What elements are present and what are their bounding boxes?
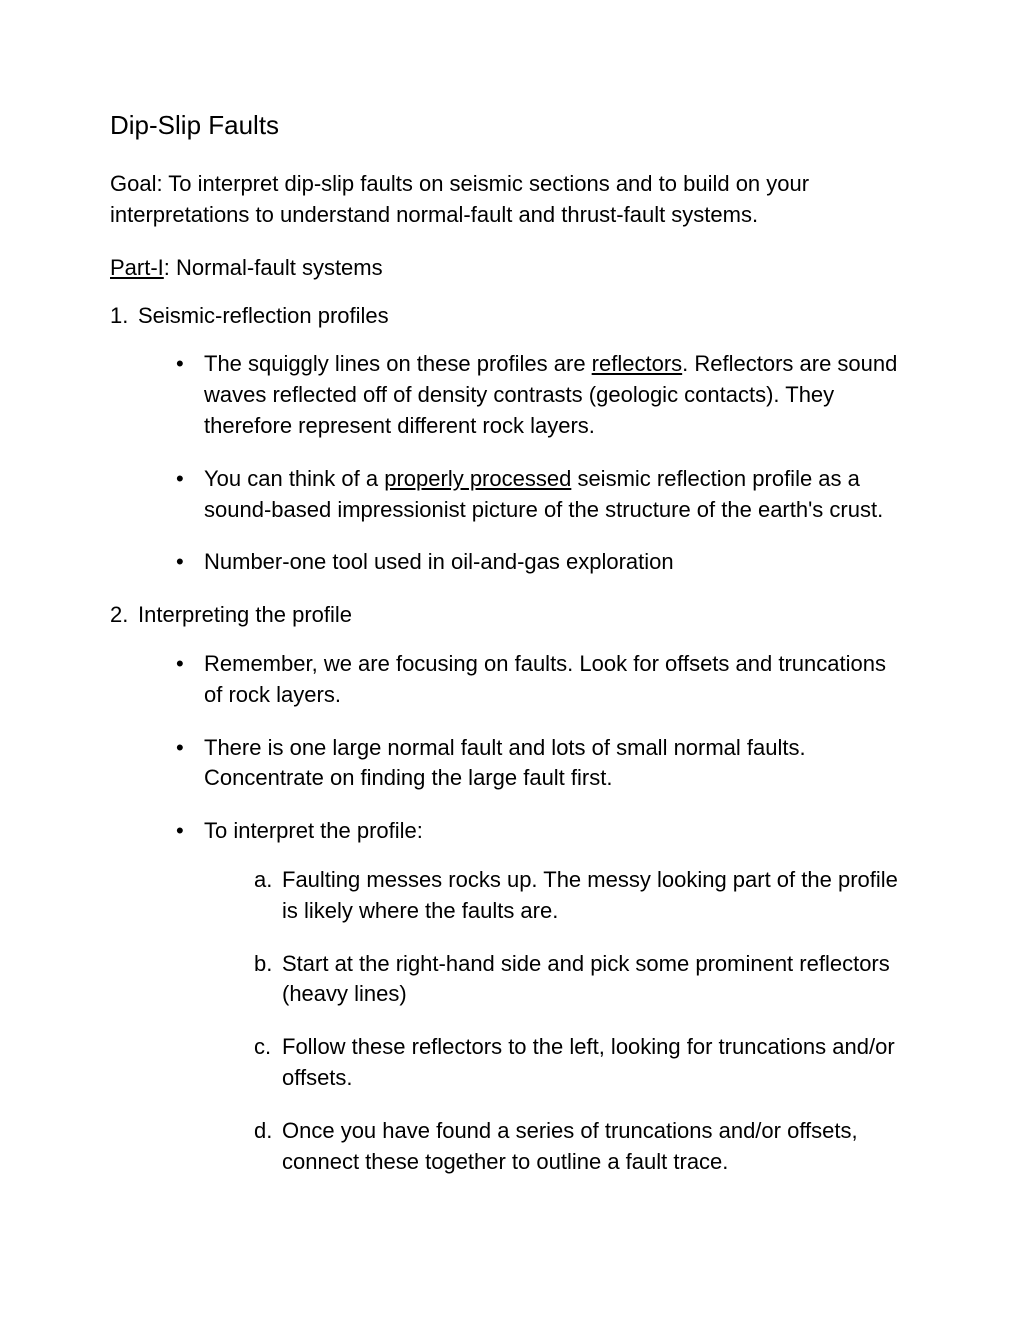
bullet-item: Number-one tool used in oil-and-gas expl… xyxy=(176,547,910,578)
bullet-list: Remember, we are focusing on faults. Loo… xyxy=(138,649,910,1177)
item-heading: Interpreting the profile xyxy=(138,602,352,627)
lettered-text: Faulting messes rocks up. The messy look… xyxy=(282,867,898,923)
lettered-text: Start at the right-hand side and pick so… xyxy=(282,951,890,1007)
list-item: Seismic-reflection profiles The squiggly… xyxy=(110,301,910,579)
bullet-text-underlined: reflectors xyxy=(592,351,682,376)
lettered-text: Once you have found a series of truncati… xyxy=(282,1118,858,1174)
bullet-text-pre: The squiggly lines on these profiles are xyxy=(204,351,592,376)
bullet-text-pre: You can think of a xyxy=(204,466,384,491)
bullet-text-pre: To interpret the profile: xyxy=(204,818,423,843)
bullet-text-underlined: properly processed xyxy=(384,466,571,491)
bullet-text-pre: Remember, we are focusing on faults. Loo… xyxy=(204,651,886,707)
section-header: Part-I: Normal-fault systems xyxy=(110,255,910,281)
bullet-text-pre: There is one large normal fault and lots… xyxy=(204,735,806,791)
section-label-rest: : Normal-fault systems xyxy=(164,255,383,280)
bullet-item: Remember, we are focusing on faults. Loo… xyxy=(176,649,910,711)
section-label-underlined: Part-I xyxy=(110,255,164,280)
lettered-item: Follow these reflectors to the left, loo… xyxy=(254,1032,910,1094)
bullet-text-pre: Number-one tool used in oil-and-gas expl… xyxy=(204,549,674,574)
lettered-text: Follow these reflectors to the left, loo… xyxy=(282,1034,895,1090)
list-item: Interpreting the profile Remember, we ar… xyxy=(110,600,910,1177)
lettered-item: Once you have found a series of truncati… xyxy=(254,1116,910,1178)
bullet-item: There is one large normal fault and lots… xyxy=(176,733,910,795)
lettered-list: Faulting messes rocks up. The messy look… xyxy=(204,865,910,1177)
bullet-item: You can think of a properly processed se… xyxy=(176,464,910,526)
numbered-list: Seismic-reflection profiles The squiggly… xyxy=(110,301,910,1178)
item-heading: Seismic-reflection profiles xyxy=(138,303,389,328)
bullet-item: The squiggly lines on these profiles are… xyxy=(176,349,910,441)
goal-paragraph: Goal: To interpret dip-slip faults on se… xyxy=(110,169,910,231)
bullet-item: To interpret the profile: Faulting messe… xyxy=(176,816,910,1177)
bullet-list: The squiggly lines on these profiles are… xyxy=(138,349,910,578)
document-title: Dip-Slip Faults xyxy=(110,110,910,141)
lettered-item: Faulting messes rocks up. The messy look… xyxy=(254,865,910,927)
lettered-item: Start at the right-hand side and pick so… xyxy=(254,949,910,1011)
